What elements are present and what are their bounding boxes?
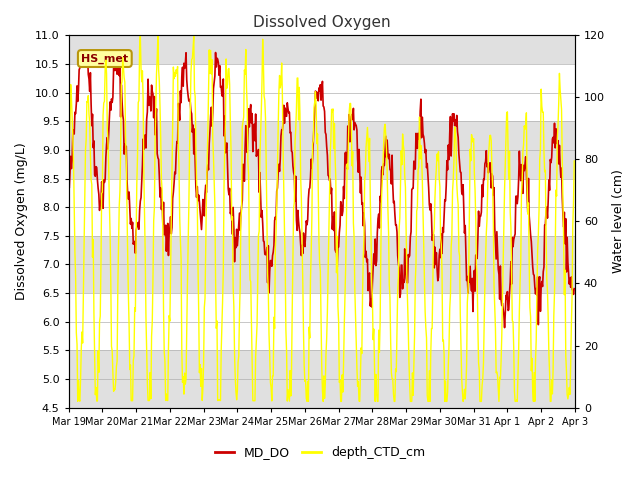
Legend: MD_DO, depth_CTD_cm: MD_DO, depth_CTD_cm bbox=[210, 441, 430, 464]
Y-axis label: Dissolved Oxygen (mg/L): Dissolved Oxygen (mg/L) bbox=[15, 143, 28, 300]
Bar bbox=[68, 236, 575, 293]
Bar bbox=[68, 121, 575, 179]
Title: Dissolved Oxygen: Dissolved Oxygen bbox=[253, 15, 390, 30]
Bar bbox=[68, 36, 575, 64]
Y-axis label: Water level (cm): Water level (cm) bbox=[612, 169, 625, 274]
Bar bbox=[68, 350, 575, 408]
Text: HS_met: HS_met bbox=[81, 53, 129, 64]
